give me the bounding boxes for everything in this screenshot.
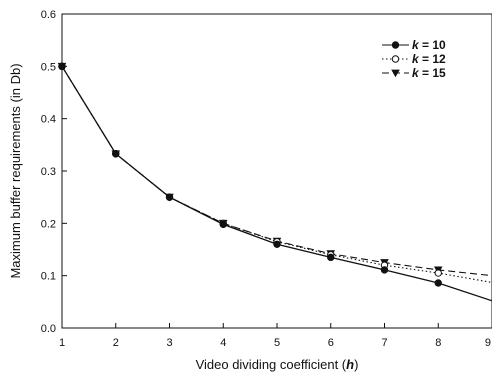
legend-variable: k bbox=[412, 38, 420, 52]
y-tick-label: 0.6 bbox=[41, 9, 56, 21]
series-2-point bbox=[434, 269, 442, 277]
series-1-point bbox=[380, 266, 389, 274]
y-tick-label: 0.2 bbox=[41, 218, 56, 230]
series-1-point bbox=[112, 150, 120, 158]
series-1-point bbox=[219, 220, 227, 229]
y-axis-ticks: 0.0 0.1 0.2 0.3 0.4 0.5 0.6 bbox=[41, 9, 67, 335]
legend-marker-1 bbox=[391, 41, 400, 49]
legend: k = 10k = 12k = 15 bbox=[382, 38, 446, 80]
legend-label-2: k = 12 bbox=[412, 52, 446, 66]
x-axis-ticks: 1 2 3 4 5 6 7 8 9 bbox=[59, 323, 492, 349]
y-axis-title: Maximum buffer requirements (in Db) bbox=[8, 63, 23, 278]
y-tick-label: 0.1 bbox=[41, 271, 56, 283]
x-tick-label: 6 bbox=[328, 337, 334, 349]
x-tick-label: 7 bbox=[381, 337, 387, 349]
series-2-line bbox=[61, 66, 492, 284]
legend-variable: k bbox=[412, 52, 420, 66]
legend-value: = 15 bbox=[419, 66, 446, 80]
series-2 bbox=[58, 62, 492, 284]
x-tick-label: 4 bbox=[220, 337, 226, 349]
x-tick-label: 8 bbox=[435, 337, 441, 349]
x-tick-label: 1 bbox=[59, 337, 65, 349]
y-tick-label: 0.0 bbox=[41, 323, 56, 335]
legend-marker-2 bbox=[391, 55, 400, 63]
x-tick-label: 3 bbox=[166, 337, 172, 349]
series-1-point bbox=[273, 240, 281, 248]
x-tick-label: 9 bbox=[485, 337, 491, 349]
legend-value: = 12 bbox=[419, 52, 446, 66]
legend-label-1: k = 10 bbox=[412, 38, 446, 52]
series-1-line bbox=[61, 65, 492, 302]
x-tick-label: 5 bbox=[274, 337, 280, 349]
series-1-point bbox=[434, 279, 442, 287]
legend-marker-3 bbox=[391, 69, 400, 78]
series-layer bbox=[57, 62, 492, 302]
x-axis-title-variable: h bbox=[346, 357, 354, 372]
series-1-point bbox=[58, 62, 66, 71]
y-tick-label: 0.4 bbox=[41, 114, 56, 126]
x-axis-title: Video dividing coefficient (h) bbox=[196, 357, 359, 372]
x-axis-title-end: ) bbox=[354, 357, 358, 372]
legend-variable: k bbox=[412, 66, 420, 80]
legend-value: = 10 bbox=[419, 38, 446, 52]
y-tick-label: 0.5 bbox=[41, 61, 56, 73]
y-tick-label: 0.3 bbox=[41, 166, 56, 178]
series-1 bbox=[58, 62, 492, 302]
x-tick-label: 2 bbox=[113, 337, 119, 349]
legend-label-3: k = 15 bbox=[412, 66, 446, 80]
x-axis-title-main: Video dividing coefficient ( bbox=[196, 357, 347, 372]
series-1-point bbox=[327, 253, 335, 262]
series-1-point bbox=[165, 193, 174, 201]
